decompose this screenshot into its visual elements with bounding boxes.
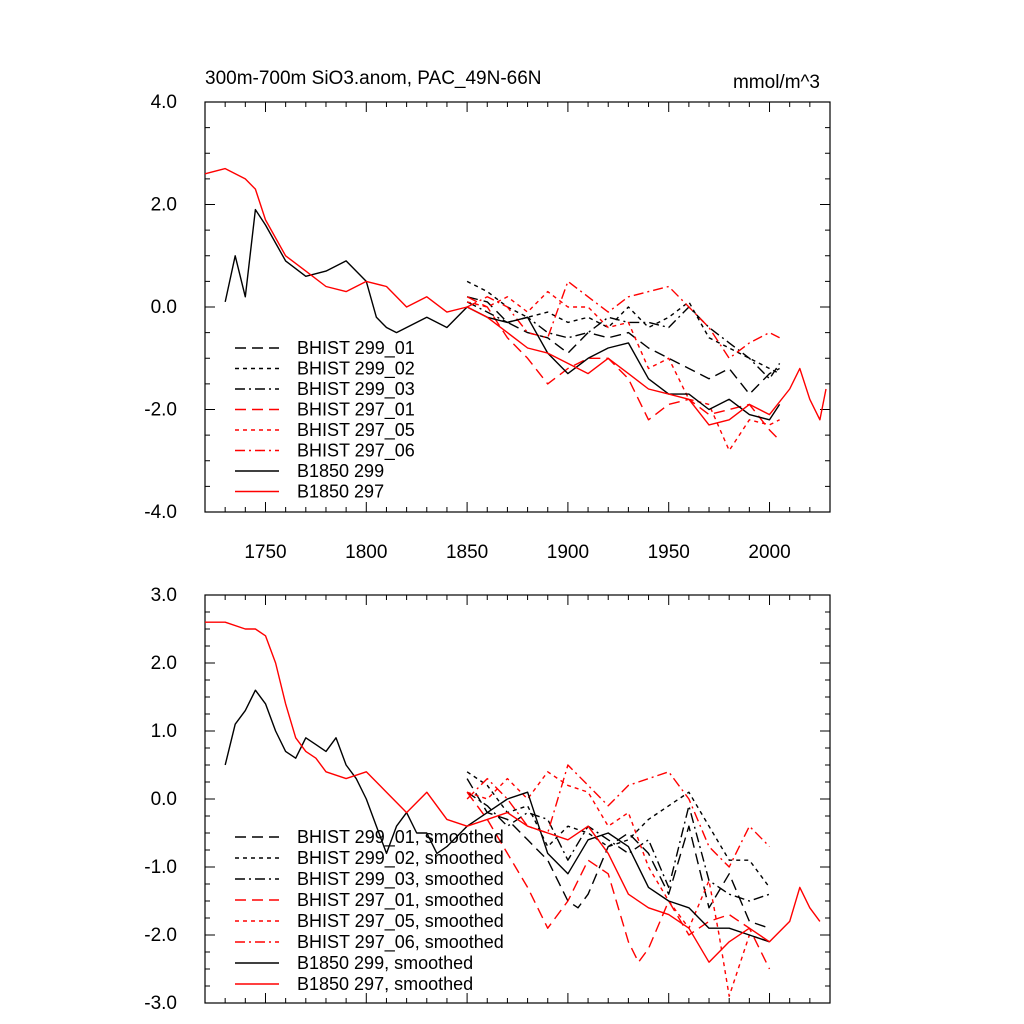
legend-label: BHIST 297_05 <box>297 420 415 441</box>
series-line <box>466 778 770 929</box>
series-line <box>466 296 781 441</box>
legend-label: B1850 299 <box>297 461 384 481</box>
series-line <box>204 167 827 426</box>
series-line <box>466 791 771 970</box>
y-tick-label: 0.0 <box>151 297 177 318</box>
series-line <box>466 791 770 902</box>
y-tick-label: -2.0 <box>144 925 177 946</box>
legend-label: BHIST 299_01, smoothed <box>297 827 504 848</box>
y-tick-labels-bottom: -3.0 -2.0 -1.0 0.0 1.0 2.0 3.0 <box>144 585 177 1014</box>
legend-label: BHIST 297_01 <box>297 400 415 421</box>
legend-label: B1850 299, smoothed <box>297 953 473 973</box>
series-line <box>205 621 821 963</box>
x-tick-label: 2000 <box>748 542 790 563</box>
legend-label: B1850 297 <box>297 482 384 502</box>
y-tick-label: -2.0 <box>144 400 177 421</box>
series-line <box>466 771 770 997</box>
x-tick-label: 1800 <box>345 542 387 563</box>
series-line <box>466 280 780 375</box>
series-line <box>466 290 780 452</box>
legend-label: BHIST 299_03 <box>297 379 415 400</box>
series-line <box>466 301 781 380</box>
axis-ticks-bottom <box>205 594 831 1004</box>
chart-title: 300m-700m SiO3.anom, PAC_49N-66N <box>205 68 542 89</box>
x-tick-label: 1950 <box>648 542 690 563</box>
series-lines-top <box>204 167 827 452</box>
legend-label: BHIST 299_02 <box>297 359 415 380</box>
y-tick-label: 4.0 <box>151 92 177 113</box>
legend-label: BHIST 297_01, smoothed <box>297 890 504 911</box>
legend-label: BHIST 297_06, smoothed <box>297 932 504 953</box>
x-tick-labels-top: 1750 1800 1850 1900 1950 2000 <box>244 542 790 563</box>
legend-label: B1850 297, smoothed <box>297 974 473 994</box>
legend-label: BHIST 299_02, smoothed <box>297 848 504 869</box>
chart-units: mmol/m^3 <box>733 72 820 93</box>
y-tick-label: -1.0 <box>144 857 177 878</box>
series-line <box>466 280 780 359</box>
y-tick-label: 2.0 <box>151 195 177 216</box>
x-tick-label: 1850 <box>446 542 488 563</box>
legend-label: BHIST 297_06 <box>297 441 415 462</box>
series-lines-bottom <box>205 621 821 997</box>
y-tick-label: 0.0 <box>151 789 177 810</box>
y-tick-label: -3.0 <box>144 993 177 1014</box>
x-tick-label: 1750 <box>244 542 286 563</box>
legend-label: BHIST 299_01 <box>297 338 415 359</box>
bottom-chart-panel: -3.0 -2.0 -1.0 0.0 1.0 2.0 3.0 BHIST 299_01, s… <box>144 585 831 1014</box>
y-tick-label: 3.0 <box>151 585 177 606</box>
top-chart-panel: 300m-700m SiO3.anom, PAC_49N-66N mmol/m^… <box>144 68 831 563</box>
x-tick-label: 1900 <box>547 542 589 563</box>
legend-label: BHIST 299_03, smoothed <box>297 869 504 890</box>
series-line <box>224 689 770 943</box>
y-tick-labels-top: -4.0 -2.0 0.0 2.0 4.0 <box>144 92 177 523</box>
y-tick-label: -4.0 <box>144 502 177 523</box>
legend-label: BHIST 297_05, smoothed <box>297 911 504 932</box>
y-tick-label: 1.0 <box>151 721 177 742</box>
series-line <box>466 296 780 395</box>
y-tick-label: 2.0 <box>151 653 177 674</box>
series-line <box>466 771 771 888</box>
series-line <box>466 764 770 868</box>
